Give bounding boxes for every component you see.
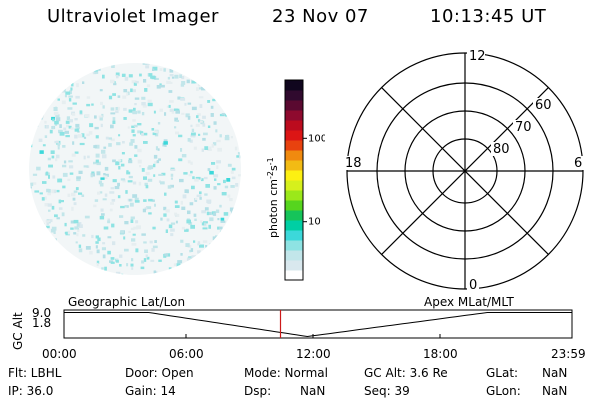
- uv-emission-speckle: [29, 63, 241, 275]
- dsp-label: Dsp:: [244, 384, 272, 398]
- mlt-label-6: 6: [574, 156, 582, 171]
- colorbar-segment: [285, 250, 303, 261]
- filter-status: Flt: LBHL: [8, 366, 62, 380]
- ytick-1.8: 1.8: [32, 316, 51, 330]
- gc-alt-status: GC Alt: 3.6 Re: [364, 366, 448, 380]
- colorbar-segment: [285, 270, 303, 281]
- instrument-title: Ultraviolet Imager: [47, 6, 219, 27]
- mlt-label-0: 0: [469, 278, 477, 293]
- colorbar-segment: [285, 120, 303, 131]
- apex-label: Apex MLat/MLT: [424, 295, 514, 309]
- colorbar: 100 10 photon cm-2s-1: [266, 79, 325, 281]
- xtick-1200: 12:00: [296, 347, 331, 361]
- polar-diagonal-2: [381, 87, 549, 255]
- time-label: 10:13:45 UT: [430, 6, 547, 27]
- mlt-label-18: 18: [345, 156, 362, 171]
- glat-label: GLat:: [486, 366, 519, 380]
- timeline-ylabel: GC Alt: [11, 312, 25, 350]
- colorbar-segment: [285, 190, 303, 201]
- glon-value: NaN: [542, 384, 568, 398]
- colorbar-segment: [285, 230, 303, 241]
- glon-label: GLon:: [486, 384, 521, 398]
- mlat-label-80: 80: [493, 142, 510, 157]
- gc-alt-curve: [64, 312, 572, 338]
- colorbar-segment: [285, 240, 303, 251]
- mlat-label-60: 60: [535, 98, 552, 113]
- xtick-0000: 00:00: [42, 347, 77, 361]
- colorbar-segment: [285, 160, 303, 171]
- colorbar-segment: [285, 260, 303, 271]
- colorbar-segment: [285, 100, 303, 111]
- timeline-frame: [63, 309, 573, 339]
- colorbar-segment: [285, 80, 303, 91]
- mlat-label-70: 70: [515, 120, 532, 135]
- orbit-timeline: GC Alt 9.0 1.8 00:00 06:00 12:00 18:00 2…: [11, 306, 586, 361]
- ytick-9: 9.0: [32, 306, 51, 320]
- colorbar-segment: [285, 180, 303, 191]
- dsp-value: NaN: [300, 384, 326, 398]
- colorbar-label: photon cm-2s-1: [266, 157, 280, 238]
- date-label: 23 Nov 07: [272, 6, 369, 27]
- colorbar-segment: [285, 90, 303, 101]
- xtick-0600: 06:00: [169, 347, 204, 361]
- colorbar-segment: [285, 200, 303, 211]
- ip-status: IP: 36.0: [8, 384, 54, 398]
- geographic-label: Geographic Lat/Lon: [68, 295, 186, 309]
- xtick-1800: 18:00: [423, 347, 458, 361]
- colorbar-segment: [285, 220, 303, 231]
- glat-value: NaN: [542, 366, 568, 380]
- gain-status: Gain: 14: [125, 384, 176, 398]
- colorbar-segment: [285, 110, 303, 121]
- mlt-label-12: 12: [469, 49, 486, 64]
- xtick-2359: 23:59: [551, 347, 586, 361]
- door-status: Door: Open: [125, 366, 194, 380]
- colorbar-segment: [285, 210, 303, 221]
- colorbar-tick-label: 100: [308, 133, 325, 144]
- mode-status: Mode: Normal: [244, 366, 328, 380]
- colorbar-segment: [285, 130, 303, 141]
- polar-grid: 12 18 6 0 60 70 80: [344, 49, 584, 293]
- colorbar-segment: [285, 170, 303, 181]
- colorbar-segment: [285, 150, 303, 161]
- colorbar-segment: [285, 140, 303, 151]
- seq-status: Seq: 39: [364, 384, 410, 398]
- uv-image-disk: [29, 63, 241, 275]
- colorbar-tick-label: 10: [308, 217, 321, 228]
